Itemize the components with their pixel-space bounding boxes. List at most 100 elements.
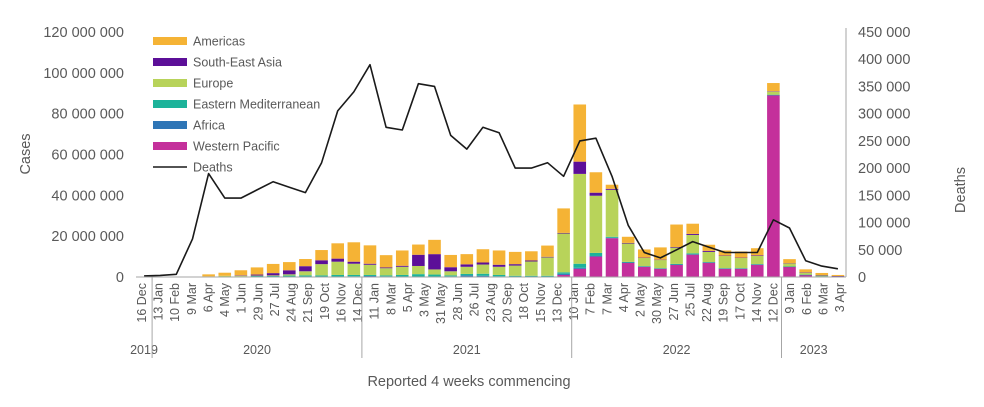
- bar-segment: [638, 266, 651, 277]
- legend-swatch: [153, 121, 187, 129]
- bar-segment: [202, 274, 215, 277]
- bar-segment: [299, 266, 312, 272]
- bar-segment: [331, 261, 344, 275]
- bar-segment: [750, 255, 764, 265]
- bar-segment: [525, 261, 538, 276]
- y2-tick-label: 350 000: [858, 79, 910, 95]
- bar-segment: [605, 184, 619, 189]
- bar-segment: [621, 261, 635, 263]
- x-tick-label: 13 Jan: [152, 283, 166, 321]
- bar-segment: [508, 275, 522, 277]
- bar-segment: [670, 264, 683, 277]
- bar-segment: [557, 274, 570, 277]
- bar-segment: [767, 95, 780, 277]
- bar-segment: [395, 265, 409, 267]
- x-axis-label: Reported 4 weeks commencing: [367, 374, 570, 390]
- bar-segment: [266, 263, 280, 274]
- legend-label: Deaths: [193, 161, 233, 175]
- bar-segment: [541, 257, 554, 276]
- bar-segment: [395, 274, 409, 277]
- bar-segment: [315, 260, 328, 265]
- x-tick-label: 13 Dec: [551, 283, 565, 323]
- legend-swatch: [153, 58, 187, 66]
- x-tick-label: 5 Apr: [401, 283, 415, 312]
- bar-segment: [638, 249, 651, 258]
- bar-segment: [347, 261, 361, 264]
- x-tick-label: 27 Jun: [667, 283, 681, 321]
- bar-segment: [557, 232, 570, 234]
- bar-segment: [395, 266, 409, 275]
- bar-segment: [363, 263, 377, 265]
- bar-segment: [573, 263, 587, 268]
- bar-segment: [702, 250, 716, 252]
- legend-label: South-East Asia: [193, 56, 282, 70]
- bar-segment: [444, 275, 457, 277]
- x-tick-label: 10 Feb: [168, 283, 182, 322]
- x-tick-label: 14 Nov: [750, 282, 764, 322]
- bar-segment: [395, 250, 409, 266]
- legend-label: Europe: [193, 77, 233, 91]
- x-tick-label: 21 Sep: [301, 283, 315, 323]
- bar-segment: [379, 268, 393, 276]
- year-label: 2020: [243, 343, 271, 357]
- bar-segment: [686, 233, 699, 235]
- bar-segment: [379, 275, 393, 277]
- legend-swatch: [153, 37, 187, 45]
- bar-segment: [589, 195, 603, 253]
- bar-segment: [347, 242, 361, 262]
- bar-segment: [444, 254, 457, 268]
- bar-segment: [573, 267, 587, 269]
- year-label: 2022: [663, 343, 691, 357]
- bar-segment: [460, 275, 474, 277]
- bar-segment: [589, 252, 603, 256]
- deaths-line: [144, 63, 839, 277]
- y2-tick-label: 300 000: [858, 107, 910, 123]
- bar-segment: [250, 267, 264, 275]
- bar-segment: [218, 275, 232, 277]
- bar-segment: [412, 244, 425, 255]
- y-tick-label: 40 000 000: [51, 188, 124, 204]
- bar-segment: [492, 266, 506, 275]
- bar-segment: [460, 264, 474, 267]
- bar-segment: [363, 274, 377, 276]
- y2-tick-label: 450 000: [858, 25, 910, 41]
- bar-segment: [686, 254, 699, 277]
- y2-tick-label: 150 000: [858, 188, 910, 204]
- bar-segment: [283, 274, 296, 276]
- x-tick-label: 4 Apr: [617, 283, 631, 312]
- bar-segment: [460, 273, 474, 276]
- bar-segment: [621, 242, 635, 244]
- bar-segment: [605, 238, 619, 277]
- x-tick-label: 10 Jan: [567, 283, 581, 321]
- bar-segment: [363, 275, 377, 277]
- x-tick-label: 9 Jan: [783, 283, 797, 314]
- bar-segment: [767, 83, 780, 92]
- bar-segment: [379, 255, 393, 268]
- x-tick-label: 30 May: [650, 282, 664, 324]
- legend: Americas South-East Asia Europe Eastern Med…: [153, 35, 320, 175]
- bar-segment: [508, 251, 522, 265]
- bar-segment: [331, 274, 344, 277]
- bar-segment: [541, 275, 554, 277]
- bar-segment: [234, 275, 248, 277]
- x-tick-label: 3 May: [418, 282, 432, 317]
- legend-swatch: [153, 100, 187, 108]
- y2-tick-label: 100 000: [858, 216, 910, 232]
- bar-segment: [815, 275, 829, 277]
- bar-segment: [412, 274, 425, 277]
- bar-segment: [283, 262, 296, 271]
- y2-tick-label: 200 000: [858, 161, 910, 177]
- bar-segment: [363, 264, 377, 275]
- bar-segment: [250, 274, 264, 276]
- bar-segment: [541, 245, 554, 257]
- bar-segment: [573, 161, 587, 174]
- bar-segment: [428, 254, 441, 270]
- bar-segment: [476, 275, 490, 277]
- bar-segment: [557, 273, 570, 275]
- x-tick-label: 9 Mar: [185, 283, 199, 315]
- bar-segment: [266, 273, 280, 276]
- bar-segment: [734, 258, 748, 269]
- bar-segment: [686, 253, 699, 255]
- x-tick-label: 28 Jun: [451, 283, 465, 321]
- bar-segment: [605, 189, 619, 237]
